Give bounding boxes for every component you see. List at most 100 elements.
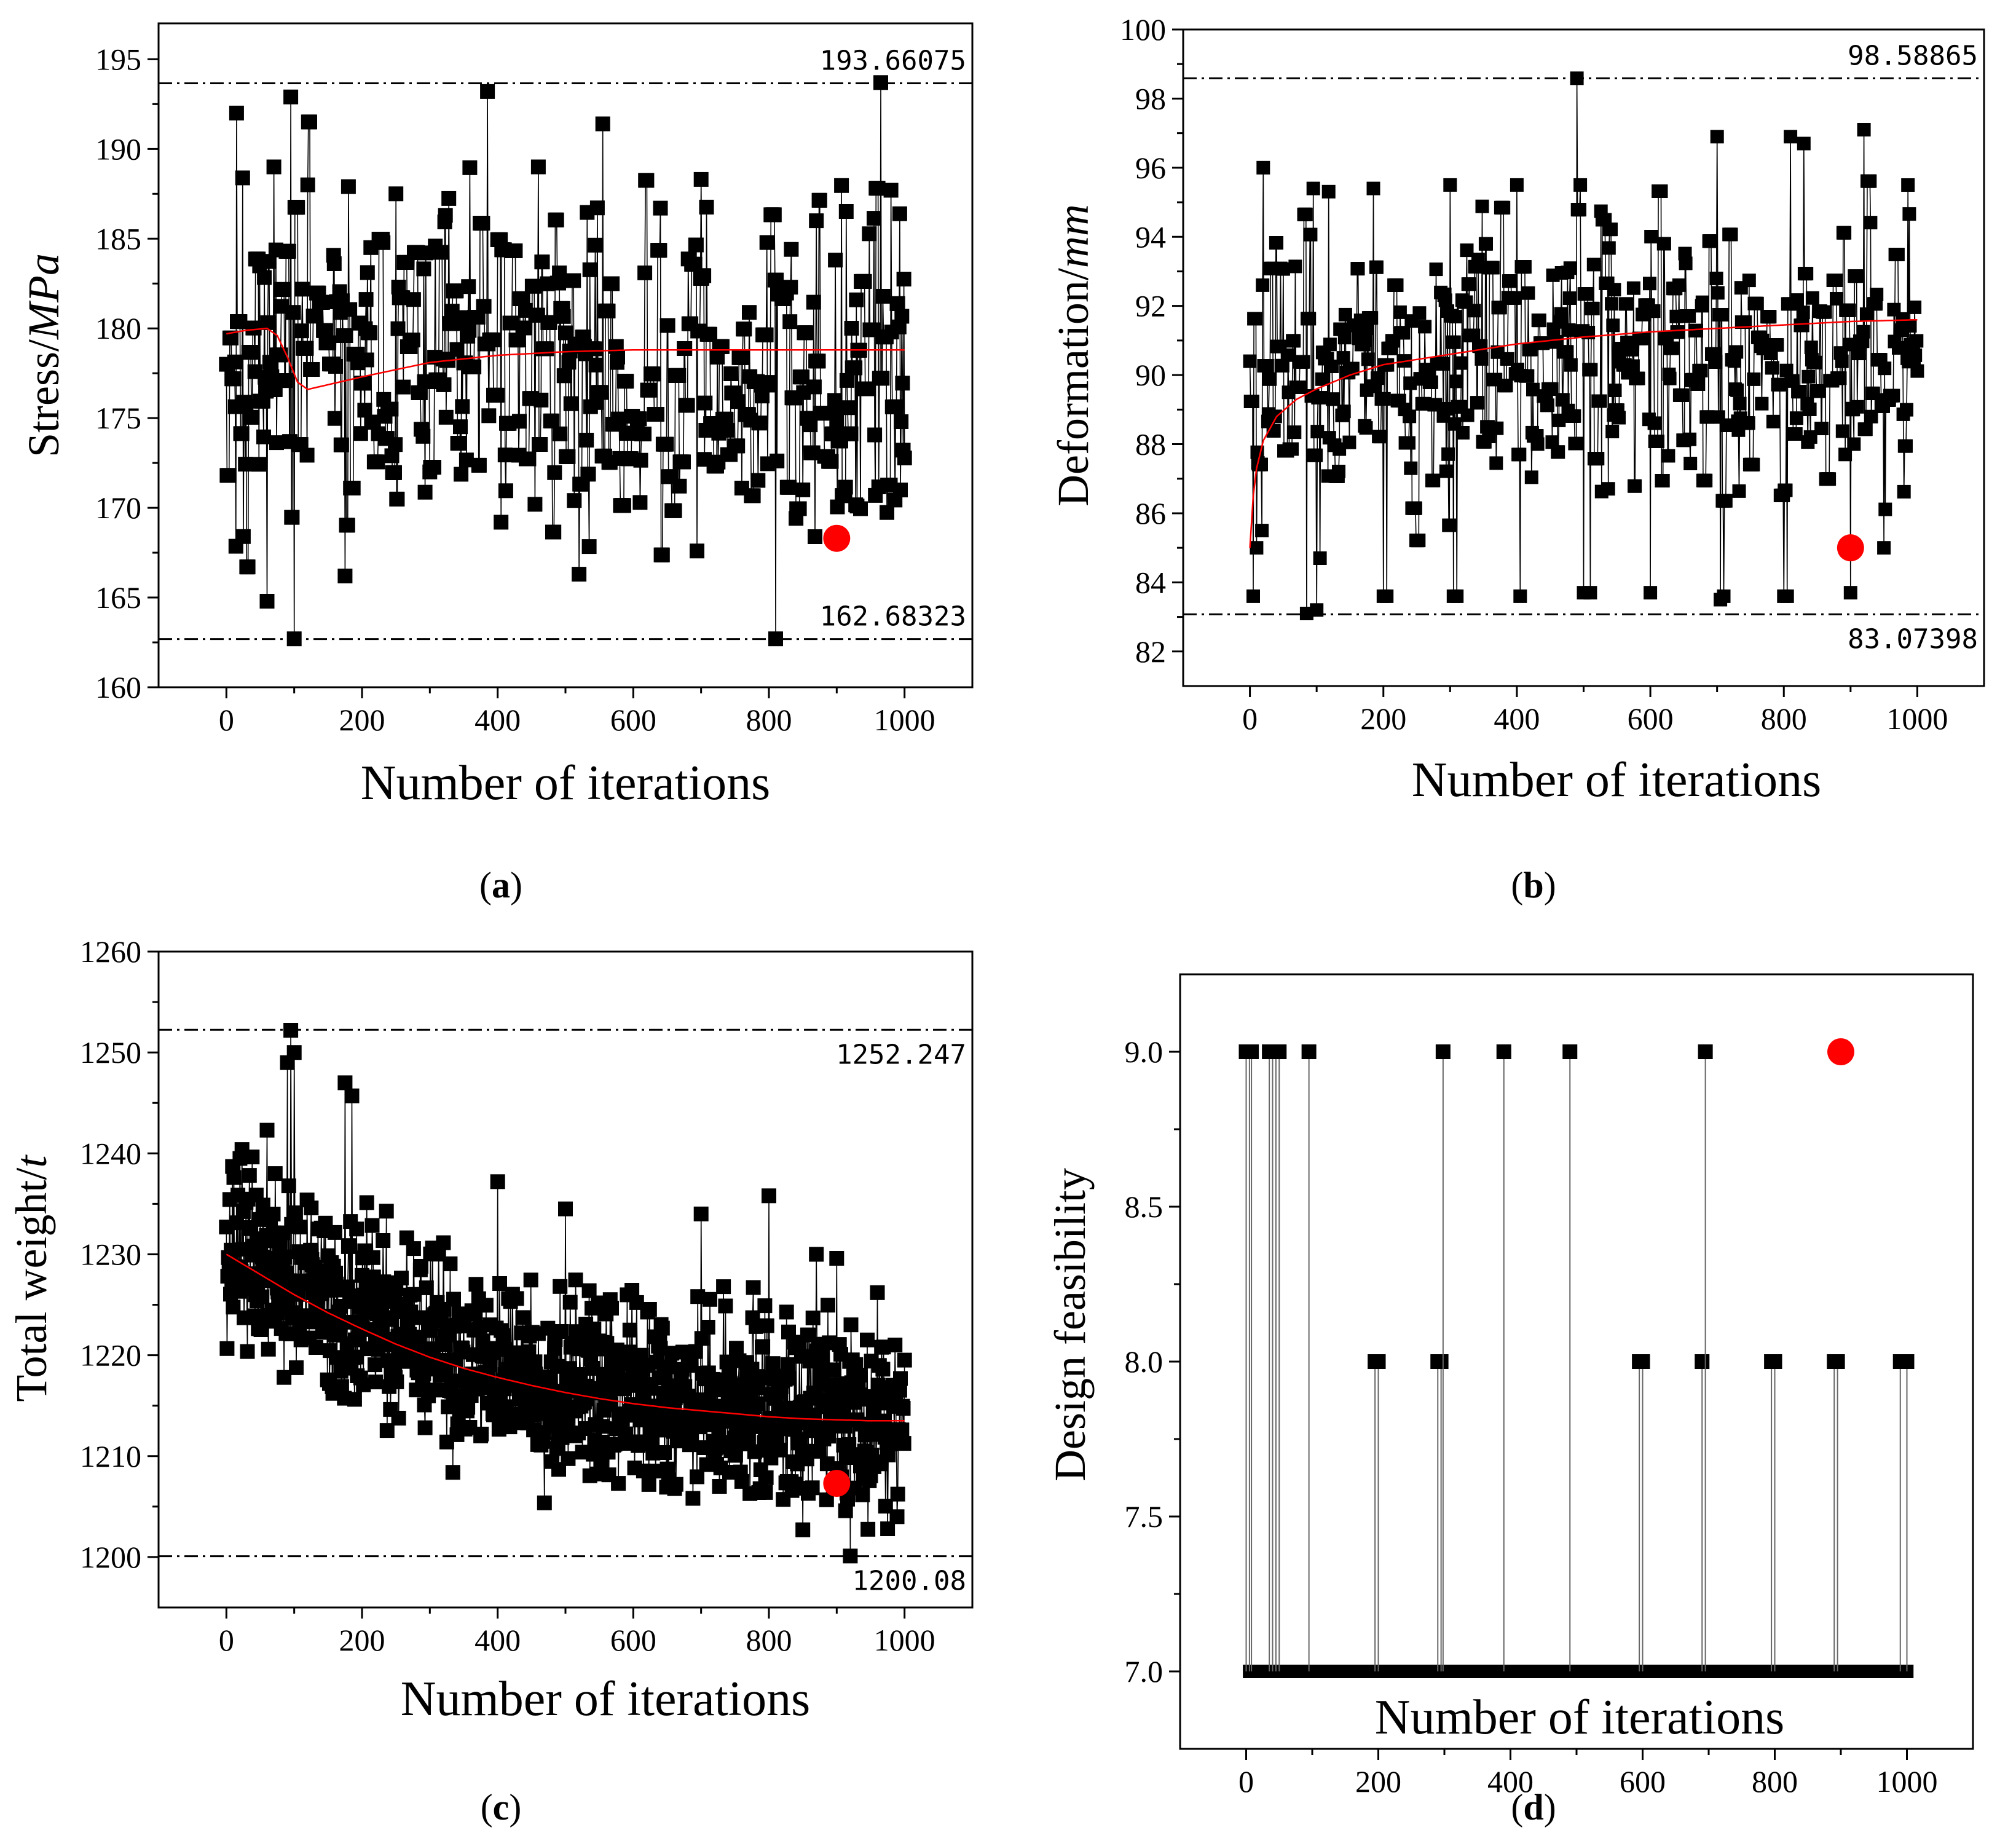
- data-point: [1560, 345, 1574, 359]
- bound-label-b-1: 83.07398: [1848, 623, 1978, 655]
- data-point: [714, 339, 730, 354]
- data-point: [344, 1088, 360, 1103]
- data-point: [1665, 341, 1679, 355]
- trend-deformation: [1249, 318, 1918, 562]
- data-point: [1732, 484, 1746, 498]
- best-point-d: [1827, 1038, 1854, 1065]
- data-point: [1886, 389, 1900, 403]
- data-point: [1573, 178, 1588, 192]
- data-point: [896, 1436, 912, 1451]
- y-tick-label-b-84: 84: [1135, 565, 1166, 599]
- data-point: [746, 1280, 761, 1295]
- y-axis-label-b-unit: mm: [1049, 204, 1098, 268]
- data-point: [556, 309, 571, 324]
- x-tick-label-d-200: 200: [1355, 1764, 1401, 1799]
- data-point: [1625, 342, 1639, 357]
- data-point: [1371, 371, 1385, 385]
- data-point: [1601, 482, 1615, 496]
- axes-c: 0 200 400 600 800 1000 1200 1210 1220 1230 1240 125…: [80, 934, 935, 1657]
- data-point: [693, 1206, 709, 1221]
- data-point: [245, 409, 260, 425]
- data-point: [1255, 524, 1269, 538]
- data-point: [553, 426, 568, 441]
- data-point: [1818, 305, 1832, 319]
- data-point: [289, 1360, 304, 1375]
- data-point: [780, 1357, 795, 1372]
- data-point: [1337, 404, 1351, 419]
- data-point: [1460, 243, 1474, 258]
- data-point: [1675, 388, 1690, 402]
- data-point: [1272, 1044, 1287, 1059]
- data-point: [1829, 274, 1843, 287]
- data-point: [509, 1291, 524, 1306]
- data-point: [1449, 374, 1463, 389]
- data-point: [1647, 416, 1661, 430]
- data-point: [1644, 586, 1658, 600]
- data-point: [870, 1285, 885, 1300]
- data-point: [1755, 396, 1769, 411]
- data-point: [735, 350, 750, 365]
- data-point: [419, 1280, 434, 1295]
- data-point: [1301, 1044, 1317, 1059]
- data-point: [546, 524, 562, 540]
- data-point: [462, 160, 478, 175]
- data-point: [1288, 425, 1302, 440]
- data-point: [552, 265, 567, 280]
- data-point: [370, 454, 385, 470]
- data-point: [1450, 589, 1464, 603]
- data-point: [561, 449, 576, 464]
- data-point: [1518, 260, 1532, 274]
- data-point: [779, 1304, 794, 1320]
- data-point: [334, 437, 349, 452]
- data-point: [1460, 408, 1475, 422]
- data-point: [1508, 291, 1522, 305]
- y-tick-label-d-9: 9.0: [1125, 1035, 1164, 1069]
- data-point: [523, 1272, 538, 1288]
- data-point: [436, 1235, 451, 1250]
- panel-label-b-close: ): [1544, 865, 1556, 905]
- data-point: [639, 173, 655, 188]
- data-point: [1606, 318, 1620, 333]
- data-point: [277, 282, 292, 297]
- data-point: [641, 1477, 656, 1492]
- data-point: [376, 235, 391, 250]
- data-point: [1299, 207, 1313, 221]
- y-tick-label-c-1250: 1250: [80, 1035, 141, 1070]
- trend-design-feasibility: [1827, 1038, 1854, 1065]
- data-point: [267, 1166, 283, 1181]
- data-point: [253, 1322, 269, 1337]
- data-point: [844, 321, 859, 336]
- data-point: [1604, 223, 1618, 237]
- data-point: [1374, 430, 1388, 444]
- x-tick-label-d-400: 400: [1487, 1764, 1534, 1799]
- data-point: [368, 1357, 382, 1373]
- data-point: [1612, 411, 1626, 425]
- data-point: [1809, 355, 1823, 369]
- data-point: [616, 498, 631, 513]
- data-point: [1471, 253, 1485, 266]
- data-point: [1486, 261, 1500, 275]
- data-point: [1644, 230, 1658, 243]
- data-point: [544, 413, 559, 428]
- data-point: [1730, 345, 1744, 359]
- x-tick-label-d-0: 0: [1238, 1764, 1254, 1799]
- data-point: [855, 1487, 870, 1502]
- x-tick-label-a-1000: 1000: [874, 703, 935, 737]
- data-point: [417, 484, 433, 500]
- y-axis-label-a-text: Stress/: [19, 339, 68, 457]
- data-point: [1326, 392, 1341, 406]
- data-point: [581, 467, 596, 482]
- data-point: [1545, 382, 1559, 396]
- plot-frame-d: [1179, 973, 1974, 1750]
- data-point: [1439, 402, 1454, 416]
- data-point: [888, 1338, 903, 1352]
- data-point: [259, 594, 275, 609]
- data-point: [632, 495, 648, 510]
- data-point: [699, 199, 714, 215]
- data-point: [1310, 603, 1324, 617]
- data-point: [1418, 320, 1432, 334]
- data-point: [1342, 435, 1356, 449]
- data-point: [1695, 295, 1709, 309]
- data-point: [1562, 323, 1576, 337]
- data-point: [1360, 321, 1374, 336]
